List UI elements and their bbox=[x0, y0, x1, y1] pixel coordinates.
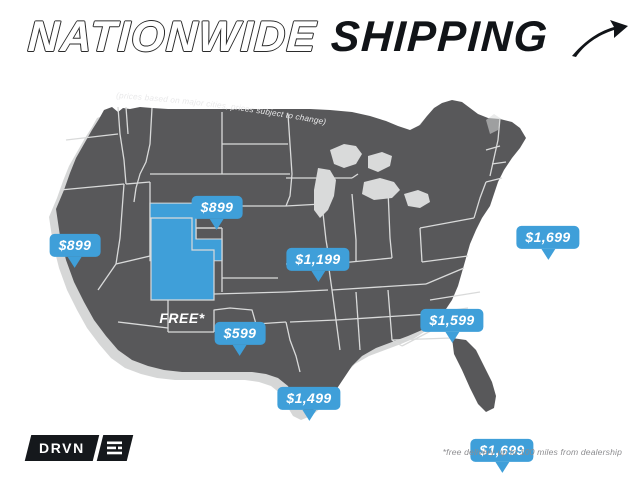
pin-pointer-icon bbox=[494, 462, 509, 473]
price-pin-pacific-northwest[interactable]: $899 bbox=[49, 233, 101, 268]
free-state-label: FREE* bbox=[159, 310, 205, 326]
price-pin-ohio-valley[interactable]: $1,599 bbox=[420, 308, 484, 343]
price-pin-label: $1,199 bbox=[286, 247, 350, 271]
footer: DRVN *free delivery up to 100 miles from… bbox=[0, 425, 640, 479]
logo-word-plate: DRVN bbox=[24, 435, 100, 461]
pin-pointer-icon bbox=[540, 249, 555, 260]
pin-pointer-icon bbox=[210, 219, 224, 230]
pin-pointer-icon bbox=[310, 271, 325, 282]
price-pin-label: $599 bbox=[214, 321, 266, 345]
usa-map: (prices based on major cities, prices su… bbox=[0, 78, 640, 473]
footnote-text: *free delivery up to 100 miles from deal… bbox=[442, 447, 622, 457]
logo-text: DRVN bbox=[39, 440, 85, 456]
price-pin-label: $899 bbox=[49, 233, 101, 257]
price-pin-label: $1,699 bbox=[516, 225, 580, 249]
pin-pointer-icon bbox=[233, 345, 247, 356]
logo-mark-plate bbox=[96, 435, 134, 461]
title-shipping: SHIPPING bbox=[329, 13, 550, 61]
page-title: NATIONWIDE SHIPPING bbox=[26, 12, 628, 61]
title-nationwide: NATIONWIDE bbox=[26, 12, 319, 61]
price-pin-north-dakota[interactable]: $1,199 bbox=[286, 247, 350, 282]
price-pin-label: $899 bbox=[191, 195, 243, 219]
drvn-logo[interactable]: DRVN bbox=[24, 435, 134, 461]
price-pin-texas-oklahoma[interactable]: $1,499 bbox=[277, 386, 341, 421]
pin-pointer-icon bbox=[444, 332, 459, 343]
bars-mark-icon bbox=[106, 441, 122, 455]
pin-pointer-icon bbox=[301, 410, 316, 421]
price-pin-new-england[interactable]: $1,699 bbox=[516, 225, 580, 260]
price-pin-florida[interactable]: $1,699 bbox=[470, 438, 534, 473]
price-pin-label: $1,599 bbox=[420, 308, 484, 332]
price-pin-label: $1,499 bbox=[277, 386, 341, 410]
pin-pointer-icon bbox=[68, 257, 82, 268]
price-pin-label: $1,699 bbox=[470, 438, 534, 462]
price-pin-colorado[interactable]: $599 bbox=[214, 321, 266, 356]
great-lakes bbox=[314, 144, 430, 218]
price-pin-montana[interactable]: $899 bbox=[191, 195, 243, 230]
header: NATIONWIDE SHIPPING bbox=[0, 0, 640, 82]
utah-highlight bbox=[150, 217, 215, 301]
